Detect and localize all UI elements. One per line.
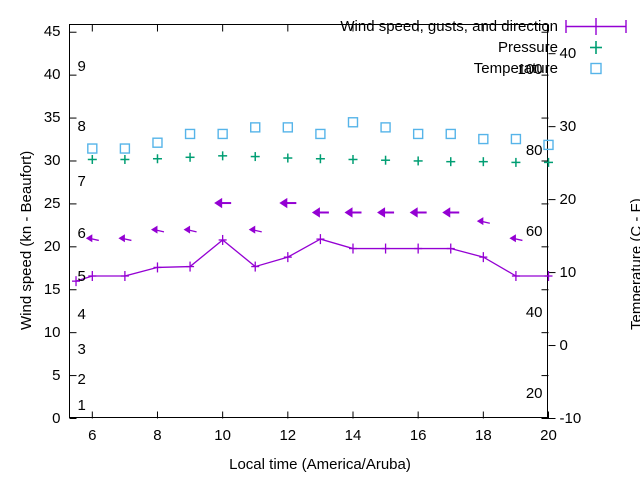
y-tick-label: 15 xyxy=(43,280,61,298)
legend-item-temperature[interactable]: Temperature xyxy=(340,58,628,79)
fahrenheit-label: 100 xyxy=(517,60,543,78)
y2-axis-title: Temperature (C - F) xyxy=(628,198,640,330)
y2-tick-label: 20 xyxy=(559,190,577,208)
legend-label-pressure: Pressure xyxy=(497,39,558,56)
fahrenheit-label: 60 xyxy=(525,222,543,240)
y-tick-label: 10 xyxy=(43,323,61,341)
fahrenheit-label: 40 xyxy=(525,304,543,322)
beaufort-label: 6 xyxy=(77,224,86,242)
y-tick-label: 30 xyxy=(43,151,61,169)
x-tick-label: 6 xyxy=(88,426,97,444)
fahrenheit-label: 20 xyxy=(525,385,543,403)
legend-key-pressure xyxy=(564,37,628,58)
x-tick-label: 10 xyxy=(214,426,231,444)
y-tick-label: 20 xyxy=(43,237,61,255)
legend-key-temperature xyxy=(564,58,628,79)
y-axis-title: Wind speed (kn - Beaufort) xyxy=(18,150,35,330)
beaufort-label: 8 xyxy=(77,117,86,135)
y-tick-label: 35 xyxy=(43,109,61,127)
x-tick-label: 16 xyxy=(409,426,427,444)
x-tick-label: 14 xyxy=(344,426,362,444)
beaufort-label: 5 xyxy=(77,267,86,285)
beaufort-label: 2 xyxy=(77,370,86,388)
y2-tick-label: 40 xyxy=(559,44,577,62)
beaufort-label: 1 xyxy=(77,396,86,414)
y-tick-label: 25 xyxy=(43,194,61,212)
y2-tick-label: 10 xyxy=(559,263,577,281)
beaufort-label: 4 xyxy=(77,306,86,324)
y2-tick-label: 0 xyxy=(559,336,568,354)
x-tick-label: 8 xyxy=(153,426,162,444)
plot-frame xyxy=(69,24,548,418)
y-tick-label: 5 xyxy=(52,366,61,384)
x-tick-label: 12 xyxy=(279,426,297,444)
legend-key-wind xyxy=(564,16,628,37)
legend-item-pressure[interactable]: Pressure xyxy=(340,37,628,58)
beaufort-label: 3 xyxy=(77,340,86,358)
legend-item-wind[interactable]: Wind speed, gusts, and direction xyxy=(340,16,628,37)
x-tick-label: 20 xyxy=(540,426,557,444)
x-axis-title: Local time (America/Aruba) xyxy=(229,456,411,473)
fahrenheit-label: 80 xyxy=(525,141,543,159)
beaufort-label: 7 xyxy=(77,173,86,191)
y2-tick-label: 30 xyxy=(559,117,577,135)
beaufort-label: 9 xyxy=(77,57,86,75)
y-tick-label: 0 xyxy=(52,409,61,427)
y2-tick-label: -10 xyxy=(559,409,582,427)
legend-label-temperature: Temperature xyxy=(473,60,558,77)
x-tick-label: 18 xyxy=(474,426,492,444)
y-tick-label: 45 xyxy=(43,23,61,41)
legend-label-wind: Wind speed, gusts, and direction xyxy=(340,18,558,35)
legend: Wind speed, gusts, and direction Pressur… xyxy=(340,16,628,79)
y-tick-label: 40 xyxy=(43,66,61,84)
